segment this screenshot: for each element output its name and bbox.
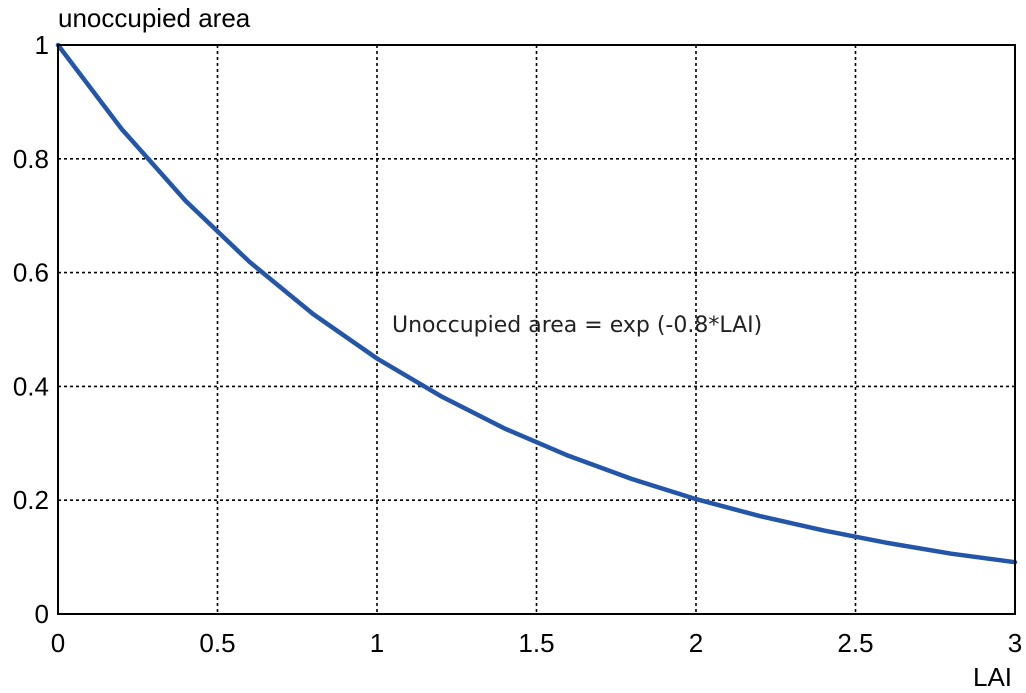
- x-tick-label: 2.5: [837, 628, 873, 658]
- series-line-0: [55, 42, 1018, 565]
- formula-annotation: Unoccupied area = exp (-0.8*LAI): [392, 313, 762, 338]
- y-ticks: 0 0.2 0.4 0.6 0.8 1: [13, 30, 49, 629]
- grid: [58, 45, 1015, 614]
- y-tick-label: 0.6: [13, 258, 49, 288]
- y-tick-label: 0.4: [13, 371, 49, 401]
- plot-frame: [57, 44, 1016, 615]
- y-tick-label: 0: [35, 599, 49, 629]
- y-tick-label: 0.8: [13, 144, 49, 174]
- y-axis-label: unoccupied area: [58, 3, 251, 33]
- x-tick-label: 0.5: [199, 628, 235, 658]
- x-tick-label: 2: [689, 628, 703, 658]
- x-tick-label: 1.5: [518, 628, 554, 658]
- x-axis-label: LAI: [973, 662, 1012, 692]
- x-tick-label: 0: [51, 628, 65, 658]
- x-tick-label: 3: [1008, 628, 1022, 658]
- series-layer: [55, 42, 1018, 565]
- x-ticks: 0 0.5 1 1.5 2 2.5 3: [51, 628, 1022, 658]
- y-tick-label: 1: [35, 30, 49, 60]
- y-tick-label: 0.2: [13, 485, 49, 515]
- x-tick-label: 1: [370, 628, 384, 658]
